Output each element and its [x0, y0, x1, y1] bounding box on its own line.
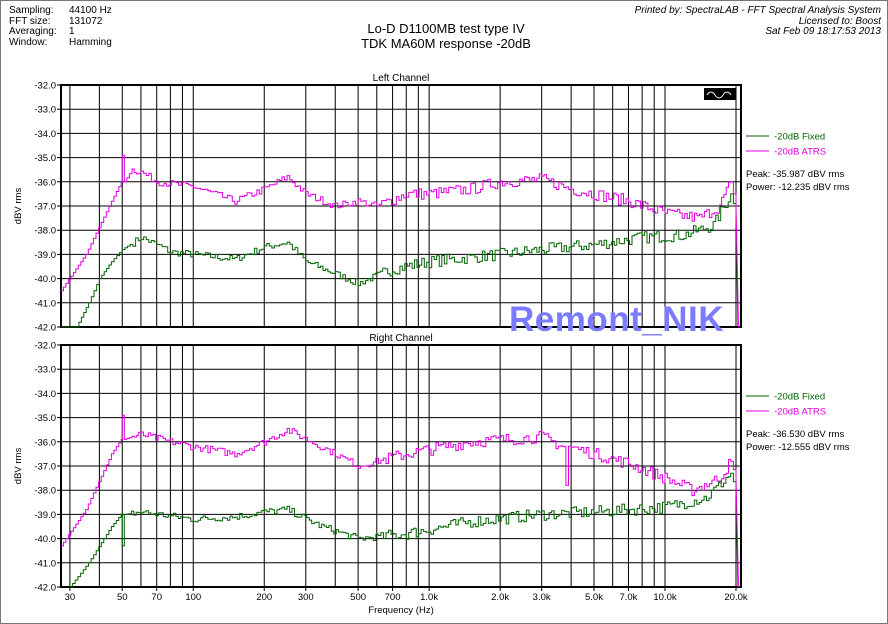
- plot-frame: [60, 344, 742, 588]
- series-line-fixed: [69, 472, 739, 588]
- x-tick-label: 70: [151, 592, 162, 603]
- x-axis-label: Frequency (Hz): [368, 605, 433, 616]
- chart-left-channel: Left Channel -32.0 -33.0 -34.0 -35.0 -36.0 -37…: [13, 73, 850, 334]
- y-tick-label: -34.0: [34, 129, 56, 140]
- setting-value: 131072: [69, 15, 103, 27]
- x-tick-label: 1.0k: [420, 592, 438, 603]
- x-tick-label: 10.0k: [653, 592, 676, 603]
- setting-value: 1: [69, 26, 75, 37]
- y-tick-label: -40.0: [34, 534, 56, 545]
- x-tick-label: 3.0k: [533, 592, 551, 603]
- printed-info: Printed by: SpectraLAB - FFT Spectral An…: [634, 5, 881, 38]
- series-line-fixed: [61, 193, 739, 328]
- x-tick-label: 300: [298, 592, 314, 603]
- watermark: Remont_NIK: [509, 300, 725, 339]
- y-tick-label: -42.0: [34, 323, 56, 334]
- power-readout: Power: -12.235 dBV rms: [746, 182, 850, 193]
- print-date: Sat Feb 09 18:17:53 2013: [765, 26, 881, 37]
- y-axis-label: dBV rms: [13, 188, 24, 225]
- series-line-atrs: [61, 414, 739, 588]
- y-tick-label: -36.0: [34, 177, 56, 188]
- x-tick-label: 7.0k: [619, 592, 637, 603]
- report-title: Lo-D D1100MB test type IV TDK MA60M resp…: [301, 21, 591, 51]
- title-line-1: Lo-D D1100MB test type IV: [367, 21, 525, 36]
- y-tick-label: -42.0: [34, 583, 56, 594]
- legend-label: -20dB Fixed: [774, 132, 825, 143]
- setting-label: Window:: [9, 36, 48, 48]
- legend-label: -20dB ATRS: [774, 147, 826, 158]
- y-tick-label: -33.0: [34, 105, 56, 116]
- spectrum-icon: [704, 88, 736, 100]
- y-tick-label: -33.0: [34, 365, 56, 376]
- chart-title: Left Channel: [373, 73, 430, 84]
- y-tick-label: -39.0: [34, 510, 56, 521]
- x-tick-label: 200: [256, 592, 272, 603]
- y-tick-label: -35.0: [34, 153, 56, 164]
- y-tick-label: -41.0: [34, 558, 56, 569]
- y-tick-label: -32.0: [34, 341, 56, 352]
- y-tick-label: -37.0: [34, 202, 56, 213]
- chart-right-channel: Right Channel -32.0 -33.0 -34.0 -35.0 -36.0 -3…: [13, 333, 850, 616]
- x-tick-label: 700: [385, 592, 401, 603]
- setting-label: Averaging:: [9, 26, 57, 37]
- peak-readout: Peak: -35.987 dBV rms: [746, 169, 844, 180]
- x-tick-label: 50: [117, 592, 128, 603]
- y-tick-label: -39.0: [34, 250, 56, 261]
- licensed-to: Licensed to: Boost: [798, 15, 881, 27]
- y-tick-label: -36.0: [34, 437, 56, 448]
- setting-value: Hamming: [69, 36, 112, 48]
- measurement-settings: Sampling: 44100 Hz FFT size: 131072 Averag…: [9, 5, 112, 48]
- x-tick-label: 500: [350, 592, 366, 603]
- x-tick-label: 20.0k: [724, 592, 747, 603]
- setting-label: FFT size:: [9, 15, 51, 27]
- printed-by: Printed by: SpectraLAB - FFT Spectral An…: [634, 5, 881, 16]
- x-tick-label: 30: [65, 592, 76, 603]
- setting-label: Sampling:: [9, 5, 54, 16]
- y-tick-label: -35.0: [34, 413, 56, 424]
- y-tick-label: -34.0: [34, 389, 56, 400]
- y-tick-label: -37.0: [34, 462, 56, 473]
- series-line-atrs: [61, 154, 739, 328]
- x-tick-label: 5.0k: [585, 592, 603, 603]
- y-tick-label: -41.0: [34, 298, 56, 309]
- setting-value: 44100 Hz: [69, 5, 112, 16]
- y-tick-label: -38.0: [34, 486, 56, 497]
- legend-label: -20dB ATRS: [774, 407, 826, 418]
- x-tick-label: 100: [185, 592, 201, 603]
- y-tick-label: -40.0: [34, 274, 56, 285]
- x-tick-label: 2.0k: [491, 592, 509, 603]
- y-tick-label: -38.0: [34, 226, 56, 237]
- y-axis-label: dBV rms: [13, 448, 24, 485]
- y-tick-label: -32.0: [34, 81, 56, 92]
- legend-label: -20dB Fixed: [774, 392, 825, 403]
- plot-frame: [60, 84, 742, 328]
- title-line-2: TDK MA60M response -20dB: [361, 36, 531, 51]
- peak-readout: Peak: -36.530 dBV rms: [746, 429, 844, 440]
- power-readout: Power: -12.555 dBV rms: [746, 442, 850, 453]
- chart-title: Right Channel: [369, 333, 432, 344]
